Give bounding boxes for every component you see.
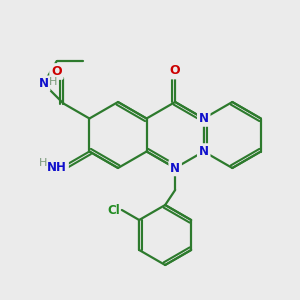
Text: Cl: Cl [107,203,120,217]
Text: O: O [51,65,62,78]
Text: N: N [199,112,209,125]
Text: N: N [199,145,209,158]
Text: NH: NH [47,161,67,174]
Text: O: O [170,64,181,77]
Text: N: N [170,161,180,175]
Text: H: H [49,77,57,87]
Text: H: H [39,158,47,167]
Text: N: N [39,77,49,90]
